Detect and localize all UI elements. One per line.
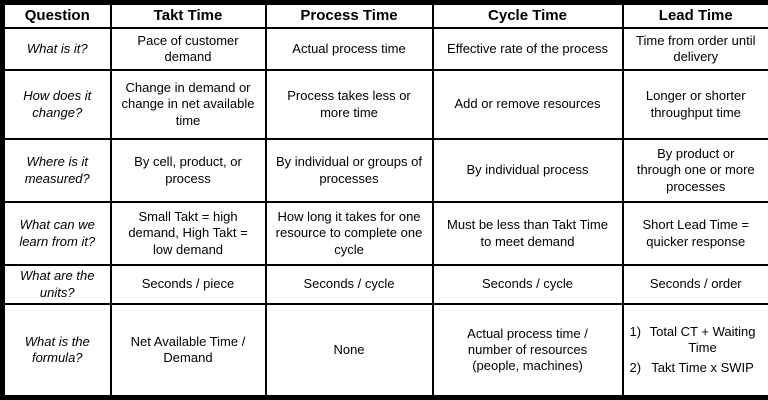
cell-takt: By cell, product, or process [109, 138, 267, 203]
cell-cycle: Actual process time / number of resource… [431, 303, 624, 399]
cell-lead: Short Lead Time = quicker response [621, 201, 768, 266]
cell-process: By individual or groups of processes [264, 138, 434, 203]
cell-process: How long it takes for one resource to co… [264, 201, 434, 266]
row-what-is-the-formula: What is the formula? Net Available Time … [1, 303, 768, 399]
cell-process: None [264, 303, 434, 399]
cell-takt: Pace of customer demand [109, 27, 267, 71]
cell-takt: Net Available Time / Demand [109, 303, 267, 399]
column-header-process-time: Process Time [264, 1, 434, 29]
formula-item-marker: 2) [629, 359, 642, 375]
column-header-question: Question [1, 1, 112, 29]
row-how-does-it-change: How does it change? Change in demand or … [1, 69, 768, 140]
cell-process: Seconds / cycle [264, 264, 434, 305]
cell-cycle: Seconds / cycle [431, 264, 624, 305]
question-cell: What is it? [1, 27, 112, 71]
cell-cycle: Must be less than Takt Time to meet dema… [431, 201, 624, 266]
question-cell: What are the units? [1, 264, 112, 305]
column-header-lead-time: Lead Time [621, 1, 768, 29]
cell-lead: Seconds / order [621, 264, 768, 305]
formula-item-text: Total CT + Waiting Time [649, 324, 756, 356]
row-what-are-the-units: What are the units? Seconds / piece Seco… [1, 264, 768, 305]
cell-lead: Longer or shorter throughput time [621, 69, 768, 140]
row-what-is-it: What is it? Pace of customer demand Actu… [1, 27, 768, 71]
formula-item-text: Takt Time x SWIP [651, 359, 754, 375]
question-cell: How does it change? [1, 69, 112, 140]
cell-cycle: By individual process [431, 138, 624, 203]
cell-lead: By product or through one or more proces… [621, 138, 768, 203]
lead-formula-list: 1) Total CT + Waiting Time 2) Takt Time … [628, 324, 765, 376]
column-header-takt-time: Takt Time [109, 1, 267, 29]
question-cell: Where is it measured? [1, 138, 112, 203]
row-what-can-we-learn: What can we learn from it? Small Takt = … [1, 201, 768, 266]
cell-process: Actual process time [264, 27, 434, 71]
cell-takt: Seconds / piece [109, 264, 267, 305]
column-header-cycle-time: Cycle Time [431, 1, 624, 29]
formula-item: 1) Total CT + Waiting Time [630, 324, 763, 357]
cell-process: Process takes less or more time [264, 69, 434, 140]
formula-item: 2) Takt Time x SWIP [630, 360, 763, 376]
cell-takt: Change in demand or change in net availa… [109, 69, 267, 140]
row-where-is-it-measured: Where is it measured? By cell, product, … [1, 138, 768, 203]
formula-item-marker: 1) [629, 324, 642, 340]
cell-cycle: Add or remove resources [431, 69, 624, 140]
cell-lead: Time from order until delivery [621, 27, 768, 71]
header-row: Question Takt Time Process Time Cycle Ti… [1, 1, 768, 29]
cell-cycle: Effective rate of the process [431, 27, 624, 71]
question-cell: What can we learn from it? [1, 201, 112, 266]
question-cell: What is the formula? [1, 303, 112, 399]
cell-lead-formula: 1) Total CT + Waiting Time 2) Takt Time … [621, 303, 768, 399]
cell-takt: Small Takt = high demand, High Takt = lo… [109, 201, 267, 266]
